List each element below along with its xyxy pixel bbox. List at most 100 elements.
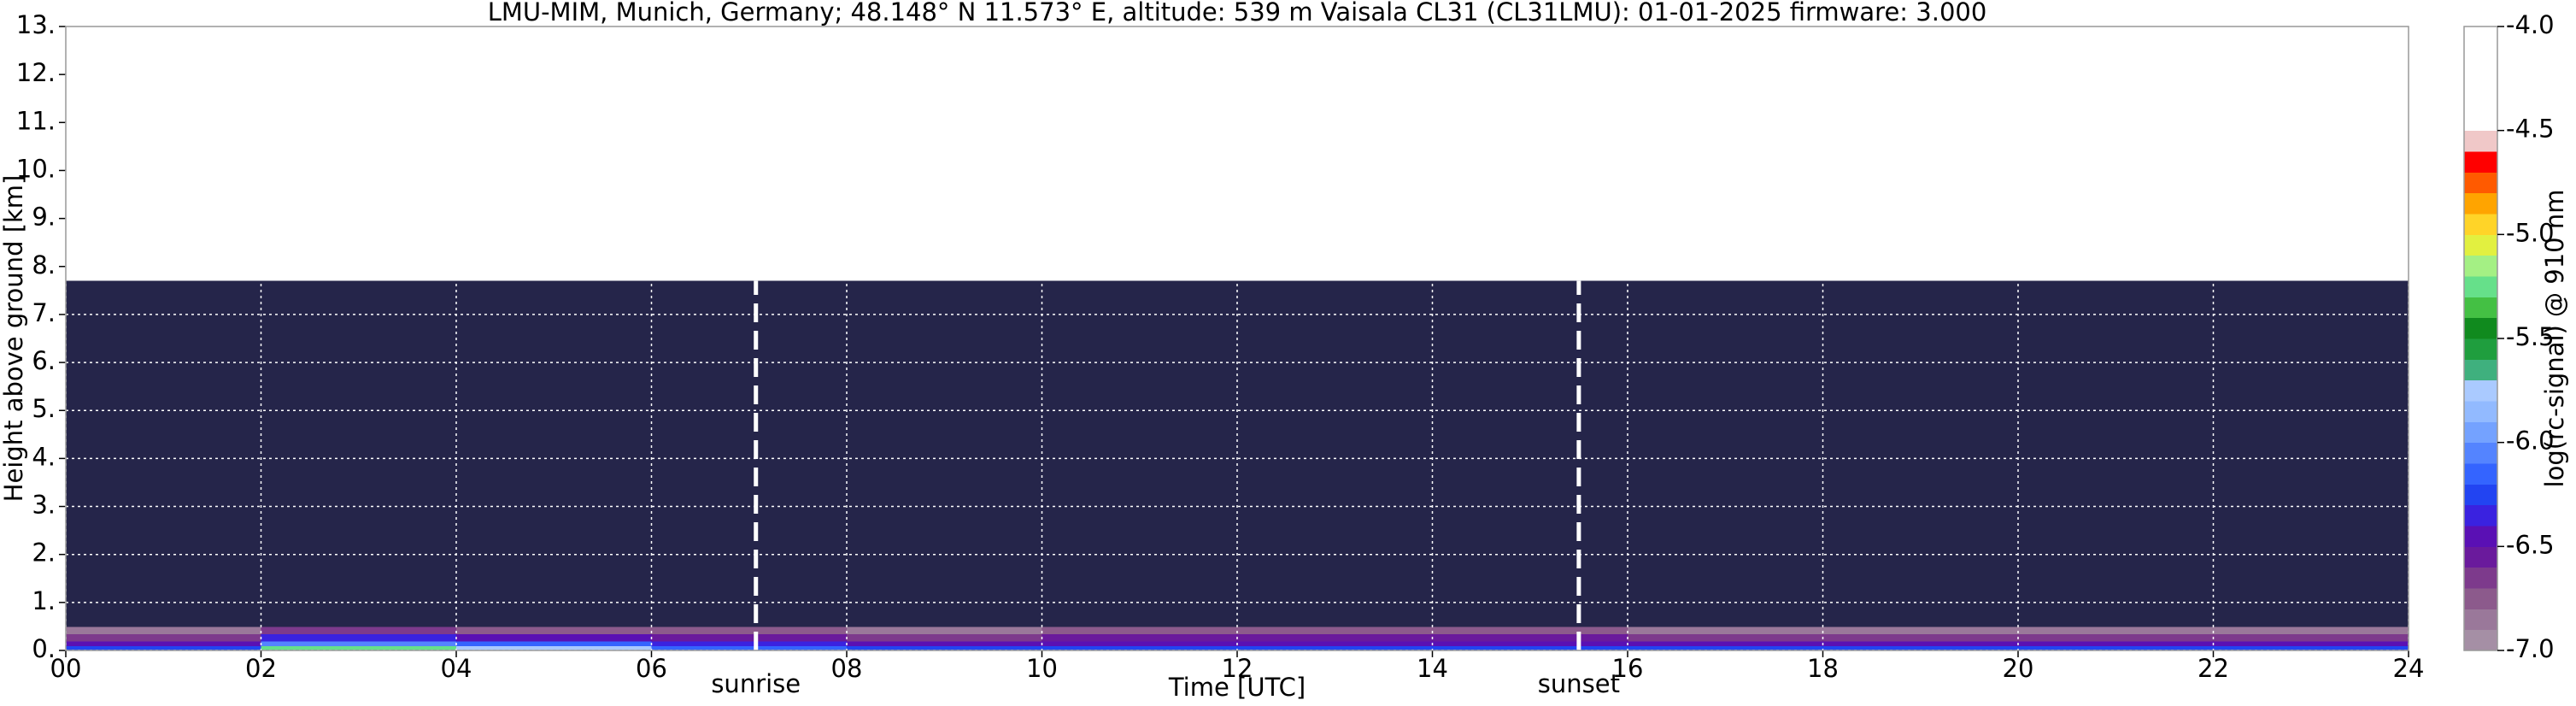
colorbar-tick-label: -4.5 xyxy=(2506,115,2555,144)
heatmap-cell xyxy=(66,645,261,651)
heatmap-cell xyxy=(1432,645,1628,651)
heatmap-cell xyxy=(2018,410,2214,459)
heatmap-cell xyxy=(66,280,261,315)
heatmap-cell xyxy=(1822,280,2019,315)
heatmap-cell xyxy=(66,602,261,627)
colorbar-tick-label: -5.5 xyxy=(2506,322,2555,351)
heatmap-cell xyxy=(2018,633,2214,642)
heatmap-cell xyxy=(1628,280,1823,315)
heatmap-cell xyxy=(847,645,1042,651)
heatmap-cell xyxy=(1628,633,1823,642)
heatmap-cell xyxy=(1822,314,2019,363)
heatmap-cell xyxy=(1042,506,1238,556)
heatmap-cell xyxy=(2018,602,2214,627)
heatmap-cell xyxy=(1237,458,1433,508)
heatmap-cell xyxy=(261,554,457,603)
heatmap-cell xyxy=(2213,640,2409,646)
x-tick-label: 10 xyxy=(1026,654,1058,683)
heatmap-cell xyxy=(2213,633,2409,642)
heatmap-cell xyxy=(1628,362,1823,411)
colorbar-segment xyxy=(2464,609,2497,631)
heatmap-cell xyxy=(66,314,261,363)
heatmap-cell xyxy=(1628,645,1823,651)
y-tick-label: 2. xyxy=(32,538,56,568)
heatmap-cell xyxy=(1432,626,1628,634)
colorbar-segment xyxy=(2464,297,2497,319)
heatmap-cell xyxy=(2018,280,2214,315)
x-tick-label: 08 xyxy=(831,654,863,683)
y-tick-label: 6. xyxy=(32,346,56,375)
heatmap-cell xyxy=(261,640,457,646)
heatmap-cell xyxy=(847,626,1042,634)
heatmap-cell xyxy=(1628,458,1823,508)
heatmap-cell xyxy=(1237,602,1433,627)
heatmap-cell xyxy=(1822,626,2019,634)
heatmap-cell xyxy=(1822,602,2019,627)
heatmap-cell xyxy=(1237,645,1433,651)
heatmap-cell xyxy=(1432,410,1628,459)
colorbar-segment xyxy=(2464,192,2497,215)
heatmap-cell xyxy=(2213,362,2409,411)
heatmap-cell xyxy=(1822,362,2019,411)
heatmap-cell xyxy=(2213,645,2409,651)
heatmap-cell xyxy=(456,633,652,642)
colorbar-segment xyxy=(2464,484,2497,506)
heatmap-cell xyxy=(1628,410,1823,459)
heatmap-cell xyxy=(1432,640,1628,646)
heatmap-cell xyxy=(1432,554,1628,603)
y-tick-label: 10. xyxy=(16,154,56,183)
y-tick-label: 8. xyxy=(32,250,56,279)
heatmap-cell xyxy=(1237,554,1433,603)
y-tick-label: 1. xyxy=(32,586,56,615)
colorbar-tick-label: -7.0 xyxy=(2506,634,2555,663)
y-tick-label: 9. xyxy=(32,203,56,232)
heatmap-cell xyxy=(1822,554,2019,603)
heatmap-cell xyxy=(2018,640,2214,646)
heatmap-cell xyxy=(2213,410,2409,459)
heatmap-cell xyxy=(651,640,848,646)
heatmap-cell xyxy=(2213,506,2409,556)
colorbar-segment xyxy=(2464,588,2497,609)
heatmap-cell xyxy=(66,633,261,642)
y-tick-label: 5. xyxy=(32,394,56,423)
heatmap-cell xyxy=(847,410,1042,459)
x-tick-label: 16 xyxy=(1612,654,1644,683)
heatmap-cell xyxy=(456,362,652,411)
heatmap-cell xyxy=(261,280,457,315)
x-tick-label: 02 xyxy=(245,654,277,683)
colorbar-segment xyxy=(2464,442,2497,464)
heatmap-cell xyxy=(1628,554,1823,603)
colorbar-segment xyxy=(2464,338,2497,360)
x-tick-label: 24 xyxy=(2393,654,2425,683)
heatmap-cell xyxy=(66,626,261,634)
heatmap-cell xyxy=(651,314,848,363)
heatmap-cell xyxy=(847,554,1042,603)
heatmap-cell xyxy=(847,280,1042,315)
heatmap-cell xyxy=(1042,458,1238,508)
annotation-label: sunrise xyxy=(711,669,801,698)
x-tick-label: 12 xyxy=(1222,654,1253,683)
heatmap-cell xyxy=(1042,280,1238,315)
heatmap-cell xyxy=(1237,633,1433,642)
x-tick-label: 14 xyxy=(1417,654,1448,683)
heatmap-cell xyxy=(456,458,652,508)
heatmap-cell xyxy=(651,458,848,508)
heatmap-cell xyxy=(2213,314,2409,363)
colorbar-segment xyxy=(2464,401,2497,422)
heatmap-cell xyxy=(847,506,1042,556)
heatmap-cell xyxy=(1042,626,1238,634)
heatmap-cell xyxy=(2018,506,2214,556)
heatmap-cell xyxy=(2213,602,2409,627)
heatmap-cell xyxy=(2018,645,2214,651)
heatmap-cell xyxy=(1042,602,1238,627)
heatmap-cell xyxy=(1042,314,1238,363)
colorbar-segment xyxy=(2464,317,2497,339)
heatmap-cell xyxy=(1237,314,1433,363)
heatmap-cell xyxy=(1237,362,1433,411)
heatmap-cell xyxy=(66,362,261,411)
heatmap-cell xyxy=(456,280,652,315)
heatmap-cell xyxy=(1628,626,1823,634)
y-tick-label: 11. xyxy=(16,106,56,135)
heatmap-cell xyxy=(456,645,652,651)
heatmap-cell xyxy=(2018,458,2214,508)
